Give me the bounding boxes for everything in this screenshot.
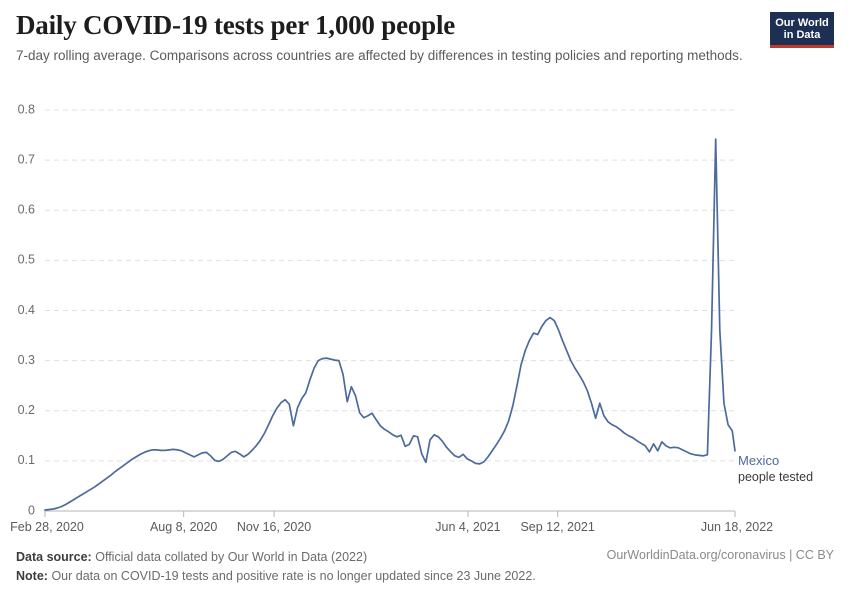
x-tick-label: Nov 16, 2020 [237,520,311,534]
legend-metric-label: people tested [738,470,813,484]
x-tick-label: Jun 4, 2021 [435,520,500,534]
grid-lines [45,109,735,512]
y-tick-label: 0.3 [18,353,35,367]
our-world-in-data-logo[interactable]: Our World in Data [770,12,834,48]
page-title: Daily COVID-19 tests per 1,000 people [16,10,456,40]
note-text: Our data on COVID-19 tests and positive … [51,569,536,583]
x-axis [44,511,736,517]
y-tick-label: 0.5 [18,253,35,267]
y-tick-label: 0.4 [18,303,35,317]
x-tick-label: Jun 18, 2022 [701,520,773,534]
chart-area: 0 0.1 0.2 0.3 0.4 0.5 0.6 0.7 0.8 Feb 28, 2020 Au… [0,100,850,540]
x-axis-tick-labels: Feb 28, 2020 Aug 8, 2020 Nov 16, 2020 Jun 4… [10,520,773,534]
x-tick-label: Feb 28, 2020 [10,520,84,534]
data-source: Data source: Official data collated by O… [16,550,367,564]
x-tick-label: Sep 12, 2021 [520,520,594,534]
y-tick-label: 0.7 [18,152,35,166]
y-tick-label: 0 [28,503,35,517]
logo-line-1: Our World [775,17,829,29]
chart-header: Daily COVID-19 tests per 1,000 people 7-… [16,10,834,65]
y-tick-label: 0.1 [18,453,35,467]
footer-note: Note: Our data on COVID-19 tests and pos… [16,569,536,583]
footer-source-row: Data source: Official data collated by O… [16,548,834,567]
legend-country-label[interactable]: Mexico [738,453,779,468]
y-axis-tick-labels: 0 0.1 0.2 0.3 0.4 0.5 0.6 0.7 0.8 [18,102,35,517]
data-source-text: Official data collated by Our World in D… [95,550,368,564]
logo-line-2: in Data [783,29,821,41]
y-tick-label: 0.6 [18,203,35,217]
line-chart-svg[interactable]: 0 0.1 0.2 0.3 0.4 0.5 0.6 0.7 0.8 Feb 28, 2020 Au… [0,100,850,540]
y-tick-label: 0.8 [18,102,35,116]
data-source-label: Data source: [16,550,92,564]
chart-footer: Data source: Official data collated by O… [16,548,834,586]
series-line-mexico[interactable] [44,138,736,511]
x-tick-label: Aug 8, 2020 [150,520,217,534]
chart-subtitle: 7-day rolling average. Comparisons acros… [16,48,743,64]
attribution-link[interactable]: OurWorldinData.org/coronavirus | CC BY [606,548,834,562]
footer-note-row: Note: Our data on COVID-19 tests and pos… [16,567,834,586]
note-label: Note: [16,569,48,583]
y-tick-label: 0.2 [18,403,35,417]
